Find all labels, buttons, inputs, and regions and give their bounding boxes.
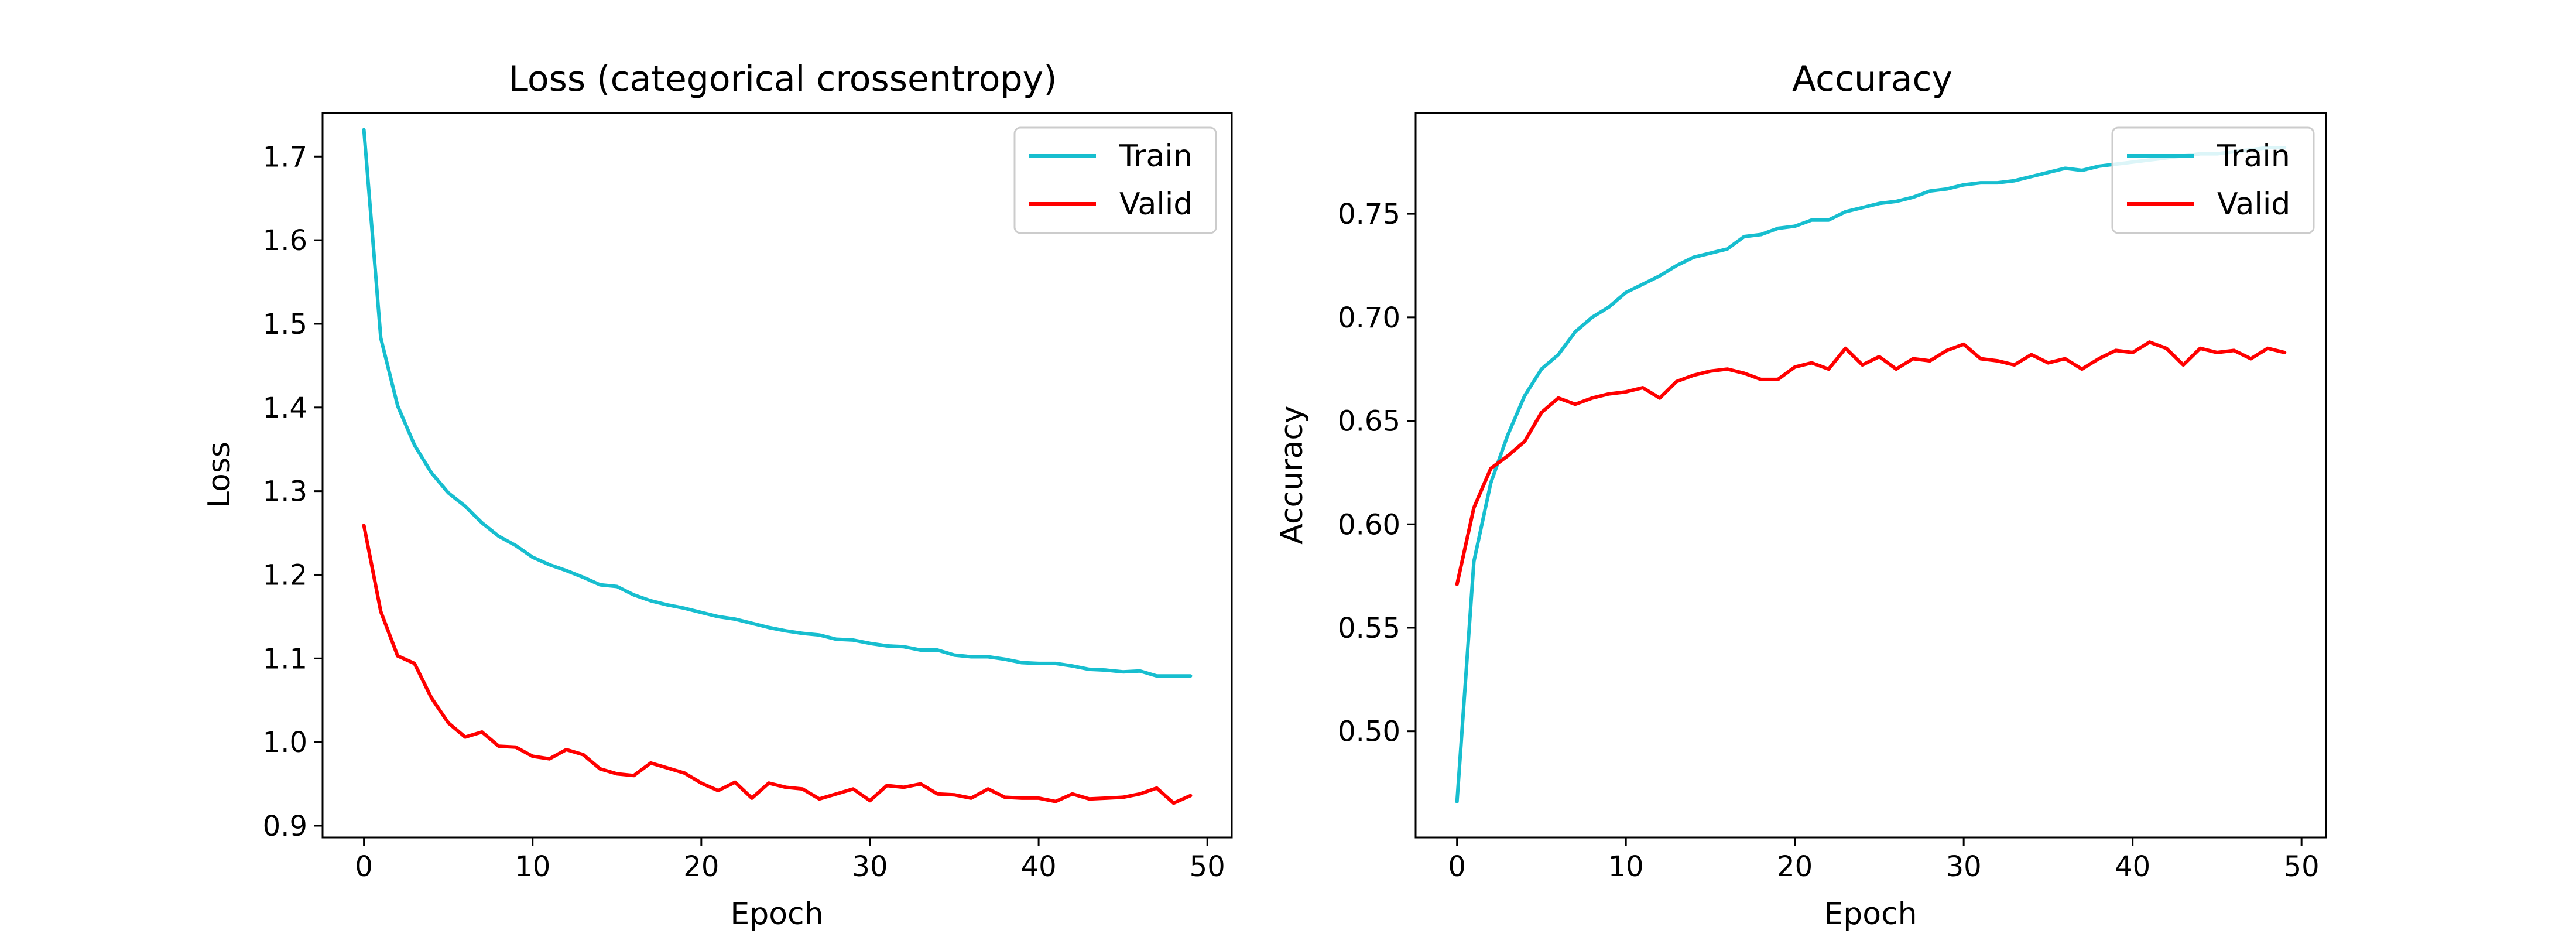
accuracy-chart-y-tick-label: 0.50 xyxy=(1338,716,1400,748)
accuracy-chart-y-tick-label: 0.70 xyxy=(1338,302,1400,334)
loss-chart-legend-label-train: Train xyxy=(1119,139,1193,174)
accuracy-chart-y-tick-label: 0.75 xyxy=(1338,198,1400,231)
loss-chart-y-tick-label: 1.5 xyxy=(263,308,307,341)
loss-chart-y-tick-label: 1.4 xyxy=(263,392,307,425)
accuracy-chart-x-tick-label: 10 xyxy=(1608,850,1644,883)
accuracy-chart-legend: Train Valid xyxy=(2111,126,2315,234)
loss-chart: Loss (categorical crossentropy) 0 10 20 30 4… xyxy=(202,59,1233,932)
accuracy-chart-y-tick-label: 0.65 xyxy=(1338,405,1400,438)
loss-chart-x-tick-label: 20 xyxy=(683,850,719,883)
loss-chart-x-label: Epoch xyxy=(730,897,823,932)
loss-chart-plot-area xyxy=(362,128,1193,805)
loss-chart-y-tick-label: 1.3 xyxy=(263,476,307,508)
loss-chart-x-tick-label: 10 xyxy=(515,850,550,883)
accuracy-chart: Accuracy 0 10 20 30 40 50 0.50 0.55 0.60 0.65 0.7… xyxy=(1275,59,2327,932)
accuracy-chart-legend-label-valid: Valid xyxy=(2217,187,2290,222)
loss-chart-title: Loss (categorical crossentropy) xyxy=(508,59,1057,100)
loss-chart-frame xyxy=(321,112,1233,839)
accuracy-chart-y-tick-label: 0.55 xyxy=(1338,612,1400,645)
accuracy-chart-x-tick-label: 30 xyxy=(1946,850,1982,883)
accuracy-chart-x-label: Epoch xyxy=(1824,897,1917,932)
loss-chart-y-tick-label: 1.0 xyxy=(263,726,307,759)
accuracy-chart-frame xyxy=(1414,112,2327,839)
accuracy-chart-y-ticks: 0.50 0.55 0.60 0.65 0.70 0.75 xyxy=(1338,198,1416,748)
loss-chart-line-train xyxy=(362,128,1193,678)
accuracy-chart-line-valid xyxy=(1455,340,2287,586)
loss-chart-x-tick-label: 40 xyxy=(1021,850,1057,883)
loss-chart-y-label: Loss xyxy=(202,442,237,508)
loss-chart-x-ticks: 0 10 20 30 40 50 xyxy=(355,837,1225,883)
loss-chart-x-tick-label: 30 xyxy=(852,850,888,883)
loss-chart-y-tick-label: 1.6 xyxy=(263,224,307,257)
loss-chart-line-valid xyxy=(362,524,1193,805)
accuracy-chart-y-tick-label: 0.60 xyxy=(1338,508,1400,541)
accuracy-chart-x-ticks: 0 10 20 30 40 50 xyxy=(1448,837,2320,883)
loss-chart-legend: Train Valid xyxy=(1013,126,1217,234)
accuracy-chart-x-tick-label: 40 xyxy=(2115,850,2150,883)
loss-chart-y-tick-label: 0.9 xyxy=(263,810,307,843)
loss-chart-x-tick-label: 0 xyxy=(355,850,373,883)
loss-chart-y-tick-label: 1.1 xyxy=(263,642,307,675)
accuracy-chart-title: Accuracy xyxy=(1792,59,1952,100)
accuracy-chart-x-tick-label: 0 xyxy=(1448,850,1466,883)
accuracy-chart-y-label: Accuracy xyxy=(1275,405,1310,544)
accuracy-chart-legend-label-train: Train xyxy=(2217,139,2290,174)
accuracy-chart-x-tick-label: 50 xyxy=(2284,850,2320,883)
loss-chart-y-tick-label: 1.7 xyxy=(263,141,307,173)
loss-chart-x-tick-label: 50 xyxy=(1190,850,1225,883)
loss-chart-y-tick-label: 1.2 xyxy=(263,559,307,591)
loss-chart-y-ticks: 0.9 1.0 1.1 1.2 1.3 1.4 1.5 1.6 1.7 xyxy=(263,141,323,843)
accuracy-chart-x-tick-label: 20 xyxy=(1777,850,1813,883)
loss-chart-legend-label-valid: Valid xyxy=(1119,187,1193,222)
